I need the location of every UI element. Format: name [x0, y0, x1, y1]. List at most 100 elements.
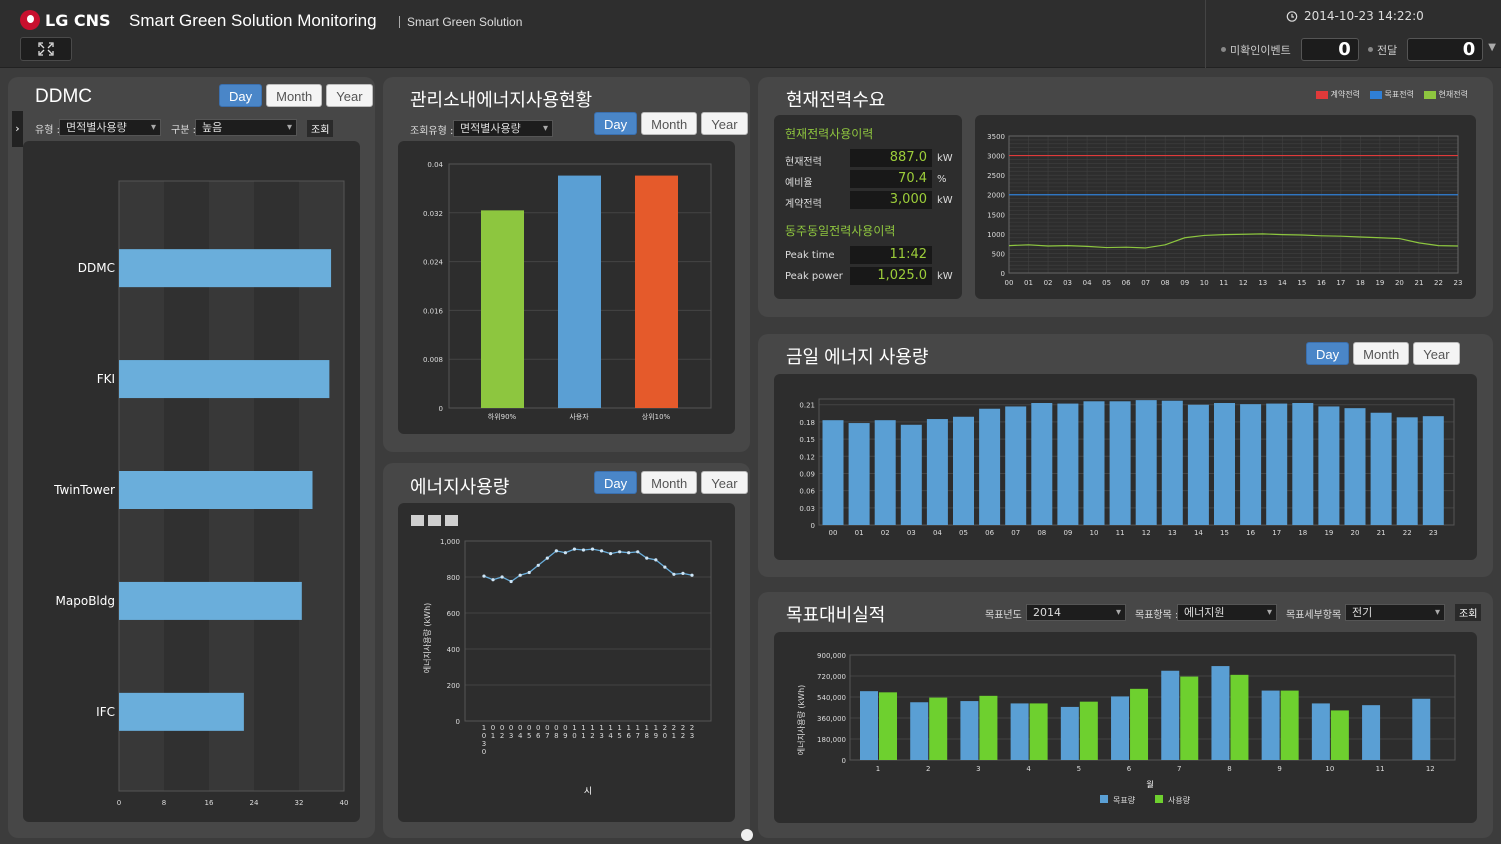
x-tick-label: 01	[855, 529, 864, 537]
peak-time-value: 11:42	[850, 246, 932, 264]
x-tick-label: 21	[1377, 529, 1386, 537]
fullscreen-button[interactable]	[20, 37, 72, 61]
title-divider	[399, 16, 400, 28]
data-point	[572, 547, 577, 551]
tab-month[interactable]: Month	[1353, 342, 1410, 365]
energy-use-chart-area: 1,000 800 600 400 200 0 1 0 3 0 0 1 0 2 0 3 0 4 0 5 0 6 0 7 0 8 0 9…	[398, 503, 735, 822]
status-area: 2014-10-23 14:22:0 미확인이벤트 0 전달 0 ▼	[1205, 0, 1501, 68]
peak-power-label: Peak power	[785, 271, 843, 282]
usage-status-title: 관리소내에너지사용현황	[410, 90, 593, 110]
current-power-unit: kW	[937, 153, 953, 164]
x-tick-label: 05	[959, 529, 968, 537]
current-demand-panel: 현재전력수요 계약전력 목표전력 현재전력 현재전력사용이력 현재전력 887.…	[758, 77, 1493, 317]
y-tick-label: 0	[1001, 270, 1005, 278]
detail-select[interactable]: 전기	[1345, 604, 1445, 621]
peak-power-unit: kW	[937, 271, 953, 282]
x-tick-label: 01	[1024, 279, 1033, 287]
x-tick-label: 08	[1037, 529, 1046, 537]
tab-year[interactable]: Year	[1413, 342, 1460, 365]
expand-icon	[38, 42, 54, 56]
bar	[119, 360, 330, 399]
x-tick-label: 12	[1142, 529, 1151, 537]
tab-day[interactable]: Day	[594, 471, 638, 494]
bar	[119, 249, 332, 288]
category-label: 사용자	[569, 412, 589, 421]
data-point	[554, 549, 558, 553]
tab-day[interactable]: Day	[219, 84, 263, 107]
category-label: 상위10%	[642, 412, 671, 421]
sidebar-toggle-button[interactable]: ›	[12, 111, 23, 147]
category-label: DDMC	[78, 261, 115, 275]
tab-day[interactable]: Day	[1306, 342, 1350, 365]
year-select[interactable]: 2014	[1026, 604, 1126, 621]
bar-target	[1261, 690, 1280, 760]
category-label: IFC	[96, 705, 115, 719]
energy-use-tabs: Day Month Year	[594, 471, 748, 494]
y-tick-label: 3000	[987, 153, 1005, 161]
bar-target	[1311, 703, 1330, 760]
tab-year[interactable]: Year	[326, 84, 373, 107]
target-panel: 목표대비실적 목표년도 : 2014 목표항목 : 에너지원 목표세부항목 : …	[758, 592, 1493, 838]
y-tick-label: 2000	[987, 192, 1005, 200]
legend-label: 목표량	[1113, 795, 1136, 805]
year-label: 목표년도 :	[985, 610, 1029, 621]
ddmc-chart-area: 0 8 16 24 32 40 DDMC FKI TwinTower MapoBldg IFC	[23, 141, 360, 822]
tab-month[interactable]: Month	[641, 471, 698, 494]
x-tick-label: 03	[1063, 279, 1072, 287]
x-tick-label: 14	[1194, 529, 1203, 537]
scroll-handle[interactable]	[741, 829, 753, 841]
y-tick-label: 500	[992, 250, 1005, 258]
line-chart-icon[interactable]	[411, 515, 424, 526]
tab-month[interactable]: Month	[266, 84, 323, 107]
bar-chart-icon[interactable]	[428, 515, 441, 526]
plot-frame	[464, 540, 712, 722]
datetime: 2014-10-23 14:22:0	[1304, 9, 1424, 23]
relay-events[interactable]: 전달 0	[1368, 38, 1484, 61]
tab-month[interactable]: Month	[641, 112, 698, 135]
x-tick-label: 11	[1219, 279, 1228, 287]
y-tick-label: 1,000	[440, 538, 460, 546]
x-tick-label: 17	[1272, 529, 1281, 537]
x-tick-label: 16	[1317, 279, 1326, 287]
bar-target	[1060, 706, 1079, 760]
today-energy-title: 금일 에너지 사용량	[786, 347, 929, 367]
contract-power-value: 3,000	[850, 191, 932, 209]
bar	[119, 692, 244, 731]
tab-year[interactable]: Year	[701, 471, 748, 494]
relay-count: 0	[1407, 38, 1484, 61]
x-tick-label: 23	[1429, 529, 1438, 537]
x-tick-label: 13	[1168, 529, 1177, 537]
header-menu-icon[interactable]: ▼	[1488, 42, 1496, 53]
tab-year[interactable]: Year	[701, 112, 748, 135]
unconfirmed-events[interactable]: 미확인이벤트 0	[1221, 38, 1359, 61]
energy-use-chart: 1,000 800 600 400 200 0 1 0 3 0 0 1 0 2 0 3 0 40 5 0 60 7 0 8 0 9…	[422, 538, 712, 797]
order-select[interactable]: 높음	[195, 119, 297, 136]
item-select[interactable]: 에너지원	[1177, 604, 1277, 621]
table-icon[interactable]	[445, 515, 458, 526]
x-tick-label: 19	[1324, 529, 1333, 537]
legend-current: 현재전력	[1424, 89, 1468, 100]
bar	[926, 419, 948, 525]
query-button[interactable]: 조회	[307, 120, 334, 137]
bar-target	[910, 702, 929, 760]
target-query-button[interactable]: 조회	[1455, 604, 1482, 621]
current-demand-title: 현재전력수요	[786, 90, 886, 110]
target-title: 목표대비실적	[786, 605, 886, 625]
data-point	[545, 556, 549, 560]
usage-status-panel: 관리소내에너지사용현황 조회유형 : 면적별사용량 Day Month Year…	[383, 77, 750, 452]
query-type-select[interactable]: 면적별사용량	[453, 120, 553, 137]
type-select[interactable]: 면적별사용량	[59, 119, 161, 136]
tab-day[interactable]: Day	[594, 112, 638, 135]
series-line-3	[1008, 233, 1459, 249]
x-tick-label: 18	[1356, 279, 1365, 287]
bar	[874, 420, 896, 525]
x-tick-label: 16	[1246, 529, 1255, 537]
legend-target: 목표전력	[1370, 89, 1414, 100]
